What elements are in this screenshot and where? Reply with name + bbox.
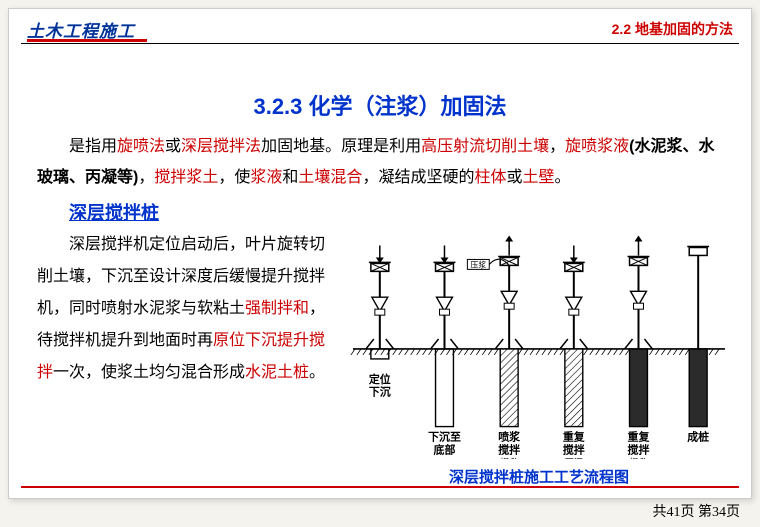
svg-text:重复: 重复 (628, 430, 651, 444)
text-run: 是指用 (69, 138, 117, 155)
diagram-caption: 深层搅拌桩施工工艺流程图 (345, 466, 733, 487)
text-run: 和 (282, 169, 298, 186)
svg-text:底部: 底部 (434, 443, 456, 457)
text-run: 旋喷浆液 (565, 138, 629, 155)
slide-header: 土木工程施工 2.2 地基加固的方法 (9, 9, 751, 47)
svg-text:(提升): (提升) (627, 458, 651, 460)
text-run: 强制拌和 (245, 300, 309, 317)
text-run: 搅拌浆土 (154, 169, 218, 186)
svg-text:成桩: 成桩 (687, 430, 709, 444)
text-run: ，凝结成坚硬的 (362, 169, 474, 186)
svg-text:搅拌: 搅拌 (498, 443, 520, 457)
svg-text:喷浆: 喷浆 (498, 430, 520, 444)
text-run: 土壤混合 (298, 169, 362, 186)
text-run: 浆液 (250, 169, 282, 186)
title-underline (27, 39, 147, 42)
svg-text:搅拌: 搅拌 (628, 443, 650, 457)
text-run: 加固地基。原理是利用 (261, 138, 421, 155)
text-run: ， (138, 169, 154, 186)
header-rule (21, 43, 739, 44)
footer-rule (21, 486, 739, 488)
paragraph-intro: 是指用旋喷法或深层搅拌法加固地基。原理是利用高压射流切削土壤，旋喷浆液(水泥浆、… (37, 131, 723, 193)
svg-text:压浆: 压浆 (470, 260, 486, 270)
svg-text:重复: 重复 (563, 430, 586, 444)
text-run: 或 (165, 138, 181, 155)
text-run: 柱体 (474, 169, 506, 186)
svg-text:(提升): (提升) (497, 458, 521, 460)
svg-text:下沉: 下沉 (369, 385, 391, 399)
lower-row: 深层搅拌机定位启动后，叶片旋转切削土壤，下沉至设计深度后缓慢提升搅拌机，同时喷射… (37, 229, 733, 487)
text-run: 。 (309, 364, 325, 381)
section-label: 2.2 地基加固的方法 (612, 19, 733, 39)
process-diagram: 定位下沉下沉至底部压浆喷浆搅拌(提升)重复搅拌(下沉)重复搅拌(提升)成桩 (345, 229, 733, 459)
svg-text:(下沉): (下沉) (562, 458, 586, 460)
text-run: 土壁 (522, 169, 554, 186)
paragraph-deep-mix: 深层搅拌机定位启动后，叶片旋转切削土壤，下沉至设计深度后缓慢提升搅拌机，同时喷射… (37, 229, 337, 487)
text-run: 一次，使浆土均匀混合形成 (53, 364, 245, 381)
text-run: 深层搅拌法 (181, 138, 261, 155)
svg-text:搅拌: 搅拌 (563, 443, 585, 457)
text-run: 或 (506, 169, 522, 186)
text-run: ， (549, 138, 565, 155)
text-run: 旋喷法 (117, 138, 165, 155)
svg-text:下沉至: 下沉至 (428, 430, 461, 444)
main-heading: 3.2.3 化学（注浆）加固法 (9, 89, 751, 121)
svg-text:定位: 定位 (369, 372, 391, 386)
text-run: ，使 (218, 169, 250, 186)
diagram-container: 定位下沉下沉至底部压浆喷浆搅拌(提升)重复搅拌(下沉)重复搅拌(提升)成桩 深层… (345, 229, 733, 487)
text-run: 水泥土桩 (245, 364, 309, 381)
text-run: 。 (555, 169, 571, 186)
slide-page: 土木工程施工 2.2 地基加固的方法 3.2.3 化学（注浆）加固法 是指用旋喷… (8, 8, 752, 499)
page-indicator: 共41页 第34页 (653, 501, 741, 521)
subheading-deep-mix: 深层搅拌桩 (69, 199, 751, 225)
text-run: 高压射流切削土壤 (421, 138, 549, 155)
